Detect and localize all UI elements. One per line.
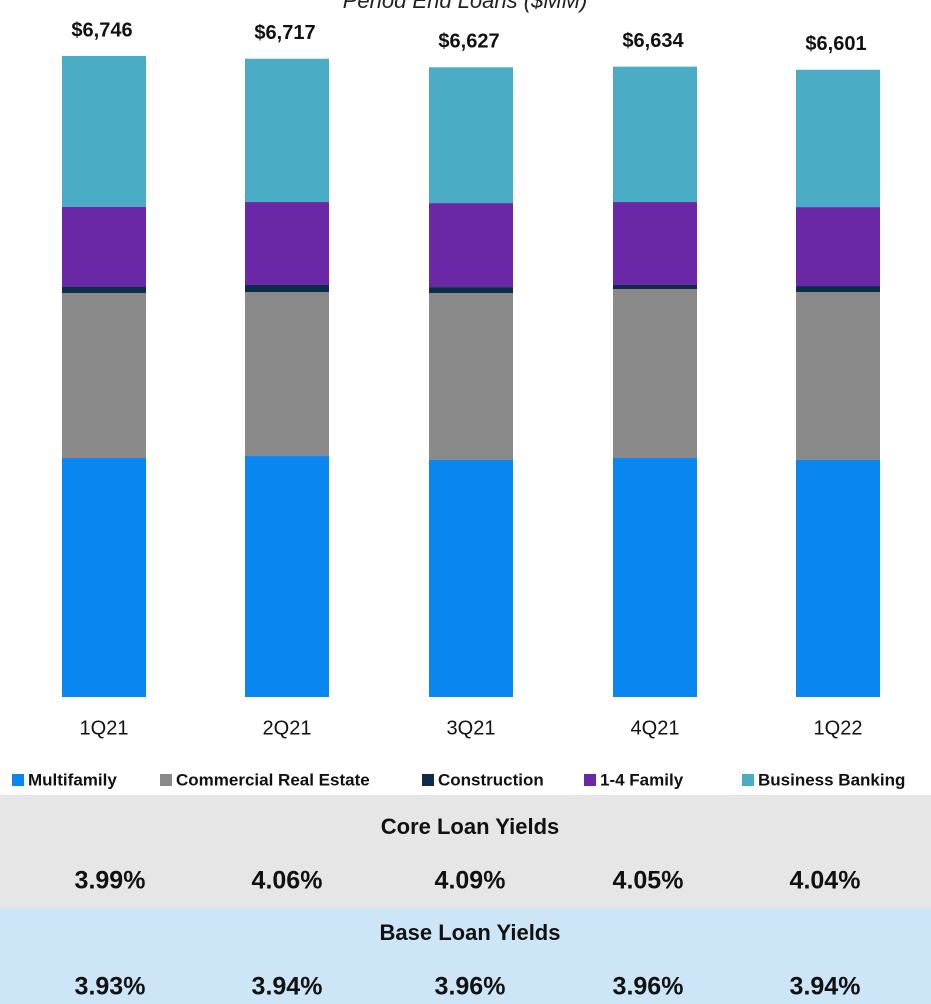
row-value: 3.94% <box>790 973 861 1001</box>
legend-label: 1-4 Family <box>600 770 684 789</box>
bar-segment <box>62 56 146 207</box>
legend-swatch <box>422 774 434 786</box>
x-tick-label: 4Q21 <box>631 717 680 739</box>
row-value: 3.99% <box>75 867 146 895</box>
row-value: 4.04% <box>790 867 861 895</box>
bar-segment <box>796 460 880 697</box>
chart-title: Period End Loans ($MM) <box>343 0 588 13</box>
x-tick-label: 1Q22 <box>814 717 863 739</box>
bar-segment <box>62 286 146 293</box>
x-tick-label: 3Q21 <box>447 717 496 739</box>
bar-segment <box>613 458 697 697</box>
row-value: 4.05% <box>613 867 684 895</box>
row-title: Base Loan Yields <box>380 920 561 945</box>
row-value: 3.96% <box>435 973 506 1001</box>
row-value: 3.96% <box>613 973 684 1001</box>
bar-segment <box>796 207 880 287</box>
bar-segment <box>245 58 329 203</box>
bar-segment <box>796 286 880 293</box>
bar-segment <box>613 284 697 289</box>
bar-segment <box>245 284 329 293</box>
bar-segment <box>62 292 146 459</box>
bar-segment <box>613 202 697 285</box>
legend-label: Commercial Real Estate <box>176 770 370 789</box>
legend-swatch <box>12 774 24 786</box>
bar-segment <box>429 287 513 294</box>
legend-label: Multifamily <box>28 770 117 789</box>
total-label: $6,627 <box>438 31 499 53</box>
bar-segment <box>429 293 513 461</box>
row-title: Core Loan Yields <box>381 814 560 839</box>
bar-segment <box>245 292 329 457</box>
bar-segment <box>62 458 146 697</box>
legend-label: Business Banking <box>758 770 905 789</box>
row-value: 3.93% <box>75 973 146 1001</box>
bar-segment <box>245 456 329 697</box>
base-row-bg <box>0 908 931 1004</box>
bar-segment <box>796 292 880 461</box>
x-tick-label: 1Q21 <box>80 717 129 739</box>
bar-segment <box>429 67 513 204</box>
bar-segment <box>62 206 146 287</box>
row-value: 4.06% <box>252 867 323 895</box>
core-row-bg <box>0 795 931 908</box>
legend-swatch <box>742 774 754 786</box>
bar-segment <box>429 203 513 288</box>
legend-swatch <box>160 774 172 786</box>
row-value: 3.94% <box>252 973 323 1001</box>
bar-segment <box>796 69 880 208</box>
total-label: $6,717 <box>254 22 315 44</box>
bar-segment <box>613 66 697 203</box>
total-label: $6,601 <box>805 33 866 55</box>
row-value: 4.09% <box>435 867 506 895</box>
bar-segment <box>429 460 513 697</box>
total-label: $6,634 <box>622 30 684 52</box>
total-label: $6,746 <box>71 19 132 41</box>
legend-swatch <box>584 774 596 786</box>
bar-segment <box>613 288 697 459</box>
x-tick-label: 2Q21 <box>263 717 312 739</box>
legend-label: Construction <box>438 770 544 789</box>
bar-segment <box>245 202 329 285</box>
